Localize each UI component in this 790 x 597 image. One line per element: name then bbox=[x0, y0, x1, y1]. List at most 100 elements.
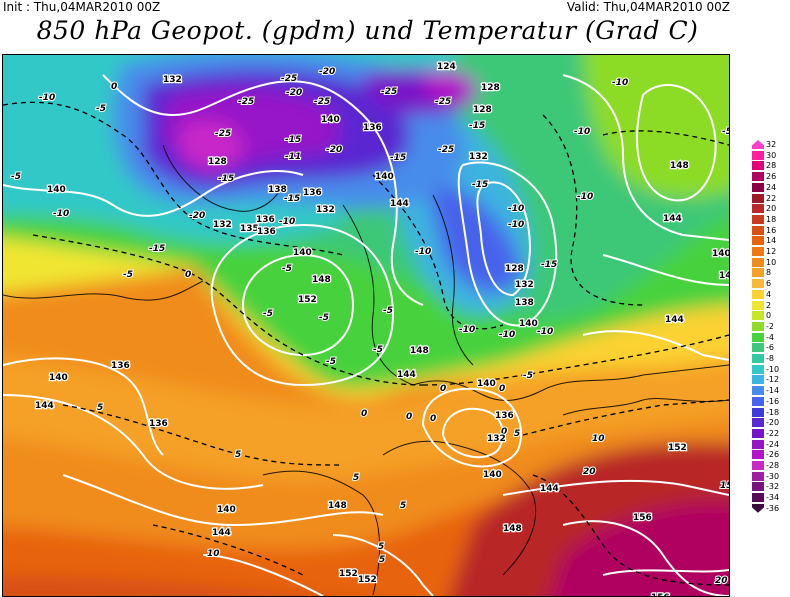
contour-label: -15 bbox=[390, 153, 406, 163]
temperature-field bbox=[3, 55, 729, 596]
legend-label: -10 bbox=[766, 364, 780, 374]
contour-label: 136 bbox=[149, 419, 168, 429]
legend-label: -22 bbox=[766, 428, 780, 438]
contour-label: -15 bbox=[541, 260, 557, 270]
contour-label: -15 bbox=[218, 174, 234, 184]
contour-label: 140 bbox=[719, 271, 729, 281]
legend-label: -2 bbox=[766, 321, 774, 331]
contour-label: -20 bbox=[286, 88, 302, 98]
legend-label: -8 bbox=[766, 354, 774, 363]
legend-label: -16 bbox=[766, 396, 780, 406]
legend-label: -20 bbox=[766, 418, 780, 428]
contour-label: 140 bbox=[483, 470, 502, 480]
contour-label: 5 bbox=[400, 501, 406, 511]
legend-label: 18 bbox=[766, 214, 777, 224]
legend-swatch bbox=[752, 332, 764, 342]
isotherms bbox=[3, 101, 729, 586]
contour-label: 136 bbox=[256, 215, 275, 225]
contour-label: -5 bbox=[11, 172, 21, 182]
legend-label: 8 bbox=[766, 268, 772, 278]
legend-swatch bbox=[752, 257, 764, 267]
legend-swatch bbox=[752, 182, 764, 192]
legend-label: -30 bbox=[766, 471, 780, 481]
contour-label: 144 bbox=[540, 484, 559, 494]
legend-label: 28 bbox=[766, 161, 777, 171]
contour-label: 148 bbox=[312, 275, 331, 285]
legend-swatch bbox=[752, 311, 764, 321]
contour-label: -10 bbox=[577, 192, 593, 202]
legend-label: -14 bbox=[766, 386, 780, 396]
legend-label: -28 bbox=[766, 461, 780, 470]
valid-time-label: Valid: Thu,04MAR2010 00Z bbox=[566, 0, 730, 14]
legend-label: -26 bbox=[766, 450, 780, 460]
contour-label: -15 bbox=[149, 244, 165, 254]
contour-label: -5 bbox=[373, 345, 383, 355]
legend-swatch bbox=[752, 386, 764, 396]
geopotential-contours bbox=[3, 74, 729, 596]
legend-swatch bbox=[752, 247, 764, 256]
contour-label: 152 bbox=[298, 295, 317, 305]
legend-label: -6 bbox=[766, 343, 774, 353]
legend-label: 22 bbox=[766, 193, 777, 203]
contour-label: -10 bbox=[53, 209, 69, 219]
contour-label: 152 bbox=[358, 575, 377, 585]
contour-label: -10 bbox=[499, 330, 515, 340]
contour-label: 5 bbox=[378, 542, 384, 552]
legend-swatch bbox=[752, 225, 764, 235]
legend-swatch bbox=[752, 150, 764, 160]
contour-label: 140 bbox=[217, 505, 236, 515]
contour-label: 138 bbox=[515, 298, 534, 308]
contour-label: -25 bbox=[238, 97, 254, 107]
contour-label: -20 bbox=[319, 67, 335, 77]
legend-swatch bbox=[752, 375, 764, 385]
contour-label: 136 bbox=[111, 361, 130, 371]
legend-swatch bbox=[752, 343, 764, 353]
contour-label: 144 bbox=[665, 315, 684, 325]
coastlines bbox=[3, 144, 729, 596]
legend-swatch bbox=[752, 503, 764, 513]
legend-label: 0 bbox=[766, 311, 772, 321]
contour-label: -25 bbox=[215, 129, 231, 139]
contour-label: 136 bbox=[495, 411, 514, 421]
contour-label: -25 bbox=[314, 97, 330, 107]
contour-label: 0 bbox=[440, 384, 446, 394]
weather-map: -10 -5 0 132 -25 -20 124 -25 -20 -25 -25 128 128 -10-… bbox=[2, 54, 730, 597]
contour-label: 156 bbox=[651, 593, 670, 596]
contour-label: 156 bbox=[633, 513, 652, 523]
contour-label: 148 bbox=[328, 501, 347, 511]
contour-label: -10 bbox=[415, 247, 431, 257]
contour-label: 5 bbox=[379, 555, 385, 565]
legend-swatch bbox=[752, 268, 764, 278]
contour-label: 144 bbox=[212, 528, 231, 538]
contour-label: 0 bbox=[430, 414, 436, 424]
legend-swatch bbox=[752, 461, 764, 470]
contour-label: -10 bbox=[279, 217, 295, 227]
legend-swatch bbox=[752, 193, 764, 203]
legend-swatch bbox=[752, 172, 764, 182]
contour-label: -10 bbox=[459, 325, 475, 335]
contour-label: 15 bbox=[720, 481, 729, 491]
contour-label: -10 bbox=[537, 327, 553, 337]
contour-label: 144 bbox=[35, 401, 54, 411]
legend-label: 26 bbox=[766, 172, 777, 182]
legend-swatch bbox=[752, 439, 764, 449]
legend-label: 10 bbox=[766, 257, 777, 267]
contour-label: -15 bbox=[284, 194, 300, 204]
contour-label: 0 bbox=[185, 270, 191, 280]
legend-swatch bbox=[752, 321, 764, 331]
contour-label: 148 bbox=[503, 524, 522, 534]
contour-label: 132 bbox=[213, 220, 232, 230]
contour-label: 132 bbox=[515, 280, 534, 290]
contour-label: -25 bbox=[438, 145, 454, 155]
contour-label: 132 bbox=[163, 75, 182, 85]
legend-swatch bbox=[752, 407, 764, 417]
contour-label: 132 bbox=[316, 205, 335, 215]
contour-label: 140 bbox=[519, 319, 538, 329]
contour-label: 0 bbox=[499, 384, 505, 394]
legend-label: 6 bbox=[766, 279, 772, 289]
contour-label: -5 bbox=[123, 270, 133, 280]
contour-label: -10 bbox=[39, 93, 55, 103]
contour-label: 20 bbox=[583, 467, 596, 477]
contour-label: 144 bbox=[663, 214, 682, 224]
legend-swatch bbox=[752, 279, 764, 289]
